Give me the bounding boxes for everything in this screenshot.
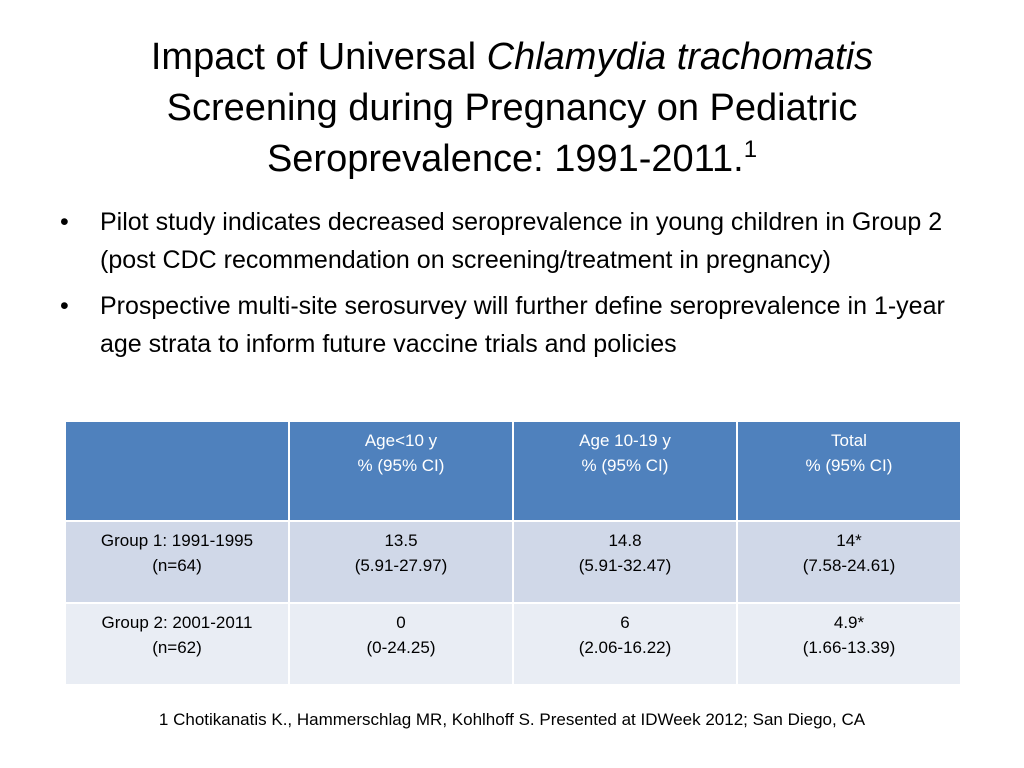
footnote-citation: 1 Chotikanatis K., Hammerschlag MR, Kohl…	[158, 710, 866, 729]
table-row: Group 2: 2001-2011 (n=62) 0 (0-24.25) 6 …	[64, 602, 962, 686]
cell-line2: (5.91-32.47)	[578, 556, 672, 575]
cell-line1: 0	[396, 613, 406, 632]
table-row: Group 1: 1991-1995 (n=64) 13.5 (5.91-27.…	[64, 520, 962, 604]
cell-line1: 13.5	[384, 531, 418, 550]
cell-line1: 4.9*	[833, 613, 865, 632]
title-superscript: 1	[743, 136, 758, 163]
title-text-line3: Seroprevalence: 1991-2011.	[266, 138, 744, 180]
header-cell-age-10-19: Age 10-19 y % (95% CI)	[512, 420, 738, 522]
title-line-2: Screening during Pregnancy on Pediatric	[166, 87, 858, 129]
cell-line2: (0-24.25)	[366, 638, 436, 657]
slide-title: Impact of Universal Chlamydia trachomati…	[60, 32, 964, 185]
header-line1: Age<10 y	[364, 431, 438, 450]
bullet-text: Prospective multi-site serosurvey will f…	[100, 292, 945, 358]
bullet-list: • Pilot study indicates decreased seropr…	[60, 203, 970, 371]
bullet-marker: •	[60, 292, 69, 320]
header-line1: Age 10-19 y	[579, 431, 671, 450]
header-line1: Total	[831, 431, 867, 450]
table-cell: 6 (2.06-16.22)	[512, 602, 738, 686]
table-cell: 14* (7.58-24.61)	[736, 520, 962, 604]
table-cell: 14.8 (5.91-32.47)	[512, 520, 738, 604]
bullet-text: Pilot study indicates decreased seroprev…	[100, 208, 943, 274]
table-cell: 13.5 (5.91-27.97)	[288, 520, 514, 604]
header-cell-empty	[64, 420, 290, 522]
title-text-italic: Chlamydia trachomatis	[486, 36, 874, 78]
header-cell-age-under-10: Age<10 y % (95% CI)	[288, 420, 514, 522]
bullet-marker: •	[60, 208, 69, 236]
cell-line1: 6	[620, 613, 630, 632]
bullet-item: • Pilot study indicates decreased seropr…	[60, 203, 970, 279]
cell-line2: (n=64)	[152, 556, 202, 575]
table-cell: 4.9* (1.66-13.39)	[736, 602, 962, 686]
title-line-3: Seroprevalence: 1991-2011.1	[60, 134, 964, 185]
cell-line1: Group 1: 1991-1995	[100, 531, 254, 550]
table-header-row: Age<10 y % (95% CI) Age 10-19 y % (95% C…	[64, 420, 962, 522]
row-label-cell: Group 2: 2001-2011 (n=62)	[64, 602, 290, 686]
table-cell: 0 (0-24.25)	[288, 602, 514, 686]
header-cell-total: Total % (95% CI)	[736, 420, 962, 522]
title-text-plain: Impact of Universal	[150, 36, 487, 78]
cell-line2: (1.66-13.39)	[802, 638, 896, 657]
header-line2: % (95% CI)	[805, 456, 893, 475]
cell-line2: (5.91-27.97)	[354, 556, 448, 575]
header-line2: % (95% CI)	[357, 456, 445, 475]
results-table-container: Age<10 y % (95% CI) Age 10-19 y % (95% C…	[64, 420, 962, 686]
cell-line1: Group 2: 2001-2011	[101, 613, 253, 632]
results-table: Age<10 y % (95% CI) Age 10-19 y % (95% C…	[64, 420, 962, 686]
title-line-1: Impact of Universal Chlamydia trachomati…	[60, 32, 964, 83]
header-line2: % (95% CI)	[581, 456, 669, 475]
row-label-cell: Group 1: 1991-1995 (n=64)	[64, 520, 290, 604]
cell-line2: (n=62)	[152, 638, 202, 657]
cell-line2: (2.06-16.22)	[578, 638, 672, 657]
cell-line1: 14*	[836, 531, 862, 550]
cell-line1: 14.8	[608, 531, 642, 550]
bullet-item: • Prospective multi-site serosurvey will…	[60, 287, 970, 363]
cell-line2: (7.58-24.61)	[802, 556, 896, 575]
